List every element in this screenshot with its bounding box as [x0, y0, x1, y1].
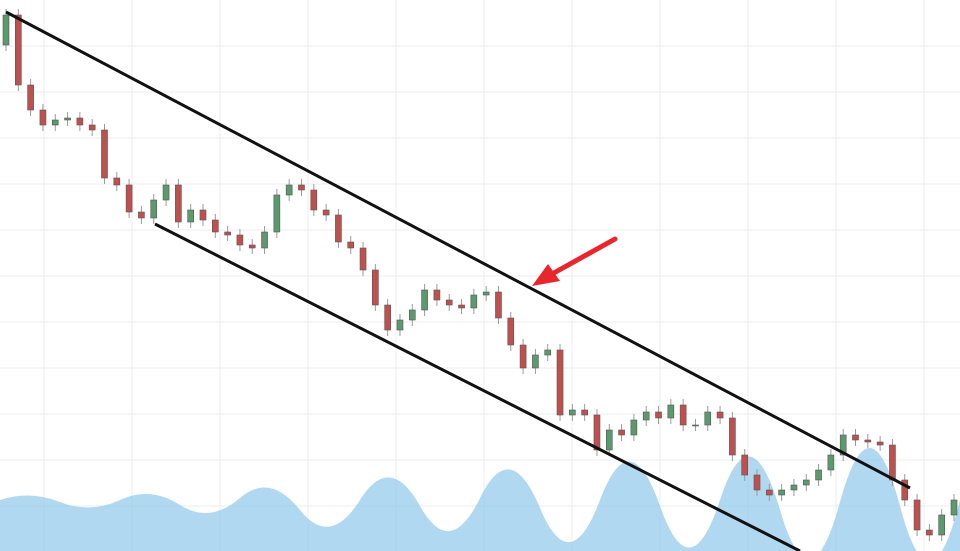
volume-wave — [0, 448, 960, 551]
candle-body — [285, 184, 293, 196]
candle-body — [642, 411, 650, 421]
candle-body — [310, 189, 318, 211]
candle-body — [76, 117, 84, 126]
candle-body — [753, 474, 761, 491]
candle-body — [445, 299, 453, 306]
candle-body — [347, 241, 355, 249]
candle-body — [458, 304, 465, 309]
candle-body — [827, 454, 835, 471]
candles — [2, 9, 958, 541]
candle-body — [901, 479, 909, 501]
candle-body — [396, 319, 404, 331]
candle-body — [876, 441, 884, 446]
candle-body — [507, 317, 515, 346]
candle-body — [433, 289, 441, 301]
candle-body — [864, 439, 872, 443]
candle-body — [913, 499, 921, 531]
candle-body — [384, 304, 391, 331]
candle-body — [175, 184, 182, 223]
candle-body — [839, 434, 847, 456]
candle-body — [187, 209, 194, 223]
candle-body — [778, 489, 785, 496]
candle-body — [926, 529, 933, 536]
candle-body — [199, 209, 207, 221]
candle-body — [261, 231, 268, 249]
candle-body — [335, 214, 342, 243]
candle-body — [618, 429, 625, 436]
candle-body — [716, 411, 724, 419]
candle-body — [51, 119, 59, 126]
candle-body — [544, 349, 552, 356]
candle-body — [27, 84, 34, 111]
candle-body — [802, 479, 810, 486]
candle-body — [741, 454, 749, 476]
candle-body — [150, 199, 158, 219]
candle-body — [729, 417, 736, 456]
candle-body — [556, 349, 564, 416]
candle-body — [248, 244, 256, 249]
candle-body — [790, 484, 798, 491]
candle-body — [372, 269, 379, 306]
candle-body — [692, 424, 699, 427]
candle-body — [322, 209, 330, 216]
candle-body — [359, 247, 367, 271]
candle-body — [852, 434, 859, 441]
channel-lower — [154, 222, 801, 551]
candle-body — [532, 354, 539, 369]
candle-body — [815, 469, 822, 481]
candle-body — [64, 117, 71, 121]
candle-body — [704, 411, 712, 426]
candle-body — [581, 409, 588, 416]
candle-body — [15, 14, 22, 86]
candle-body — [236, 234, 244, 246]
candle-body — [519, 344, 527, 369]
candle-body — [593, 414, 601, 451]
candle-body — [125, 184, 133, 213]
candle-body — [162, 184, 170, 201]
candle-body — [667, 404, 675, 419]
candle-body — [950, 499, 958, 516]
candle-body — [421, 289, 428, 311]
candle-body — [408, 309, 416, 321]
candle-body — [569, 409, 576, 416]
candle-body — [113, 177, 121, 186]
candle-body — [224, 231, 231, 236]
candle-body — [101, 129, 108, 179]
candle-body — [630, 419, 638, 436]
candle-body — [273, 194, 281, 233]
candle-body — [39, 109, 47, 126]
candle-body — [679, 404, 687, 426]
candle-body — [495, 291, 502, 319]
arrow — [532, 236, 618, 286]
candle-body — [88, 124, 96, 131]
channel-upper — [5, 10, 911, 490]
candle-body — [605, 429, 613, 451]
candle-body — [938, 514, 945, 536]
candle-body — [138, 211, 145, 219]
candle-body — [470, 294, 478, 309]
candle-body — [2, 14, 10, 46]
candle-body — [211, 219, 219, 233]
candle-body — [655, 411, 662, 419]
candle-body — [889, 444, 896, 481]
candle-body — [766, 489, 773, 496]
candle-body — [298, 184, 305, 191]
candle-body — [482, 291, 490, 296]
